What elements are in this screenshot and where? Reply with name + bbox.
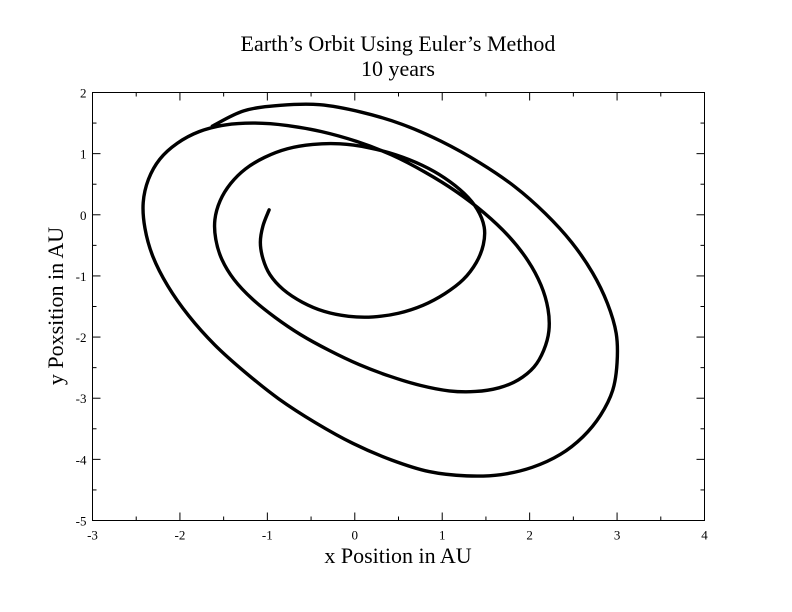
y-tick-label: -1 xyxy=(76,269,87,284)
y-tick-label: -5 xyxy=(76,514,87,529)
y-tick-label: 0 xyxy=(80,208,87,223)
plot-frame xyxy=(92,92,705,521)
chart-subtitle: 10 years xyxy=(361,56,435,81)
x-axis-label: x Position in AU xyxy=(324,543,471,568)
y-tick-label: 1 xyxy=(80,147,87,162)
x-tick-label: 0 xyxy=(352,528,359,543)
x-tick-label: 3 xyxy=(614,528,621,543)
y-tick-label: -2 xyxy=(76,330,87,345)
x-tick-label: -2 xyxy=(175,528,186,543)
x-tick-label: -3 xyxy=(87,528,98,543)
y-axis-label: y Poxsition in AU xyxy=(43,227,68,385)
x-tick-label: 2 xyxy=(526,528,533,543)
x-tick-label: 4 xyxy=(701,528,708,543)
y-tick-label: -3 xyxy=(76,391,87,406)
orbit-series-line xyxy=(141,102,620,478)
tick-labels: -3 -2 -1 0 1 2 3 4 -5 -4 -3 -2 -1 0 1 2 xyxy=(76,86,709,543)
y-tick-label: 2 xyxy=(80,86,87,101)
axis-ticks xyxy=(92,92,705,521)
chart-title: Earth’s Orbit Using Euler’s Method xyxy=(241,31,556,56)
x-tick-label: 1 xyxy=(439,528,446,543)
y-tick-label: -4 xyxy=(76,452,87,467)
x-tick-label: -1 xyxy=(262,528,273,543)
